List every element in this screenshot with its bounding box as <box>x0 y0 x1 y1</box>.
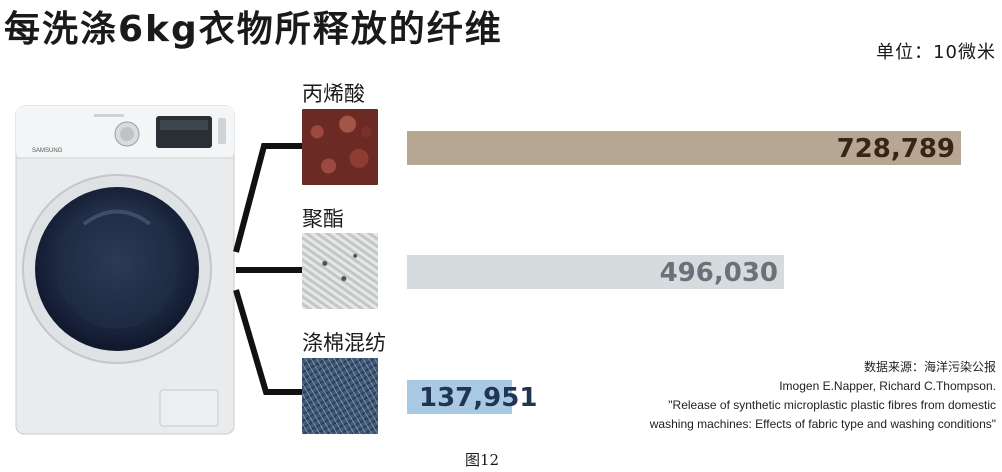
bar-acrylic: 728,789 <box>407 131 961 165</box>
source-line: washing machines: Effects of fabric type… <box>649 417 996 431</box>
bar-value-label: 137,951 <box>419 383 538 413</box>
connector-line <box>233 289 302 395</box>
category-label-polyester: 聚酯 <box>302 207 344 231</box>
source-citation: 数据来源：海洋污染公报 Imogen E.Napper, Richard C.T… <box>650 358 996 434</box>
washing-machine-image: SAMSUNG <box>15 105 235 435</box>
bar-value-label: 496,030 <box>659 258 778 288</box>
source-line: "Release of synthetic microplastic plast… <box>668 398 996 412</box>
poly-cotton-fabric-swatch <box>302 358 378 434</box>
unit-label: 单位：10微米 <box>876 42 996 63</box>
connector-line <box>233 143 302 253</box>
source-line: 数据来源：海洋污染公报 <box>863 360 996 374</box>
svg-text:SAMSUNG: SAMSUNG <box>32 148 63 154</box>
figure-caption: 图12 <box>465 451 500 469</box>
source-line: Imogen E.Napper, Richard C.Thompson. <box>779 379 996 393</box>
acrylic-fabric-swatch <box>302 109 378 185</box>
bar-value-label: 728,789 <box>836 134 955 164</box>
category-label-acrylic: 丙烯酸 <box>302 82 365 106</box>
category-label-poly-cotton: 涤棉混纺 <box>302 331 386 355</box>
chart-title: 每洗涤6kg衣物所释放的纤维 <box>4 9 503 50</box>
polyester-fabric-swatch <box>302 233 378 309</box>
bar-poly-cotton: 137,951 <box>407 380 537 414</box>
bar-polyester: 496,030 <box>407 255 784 289</box>
